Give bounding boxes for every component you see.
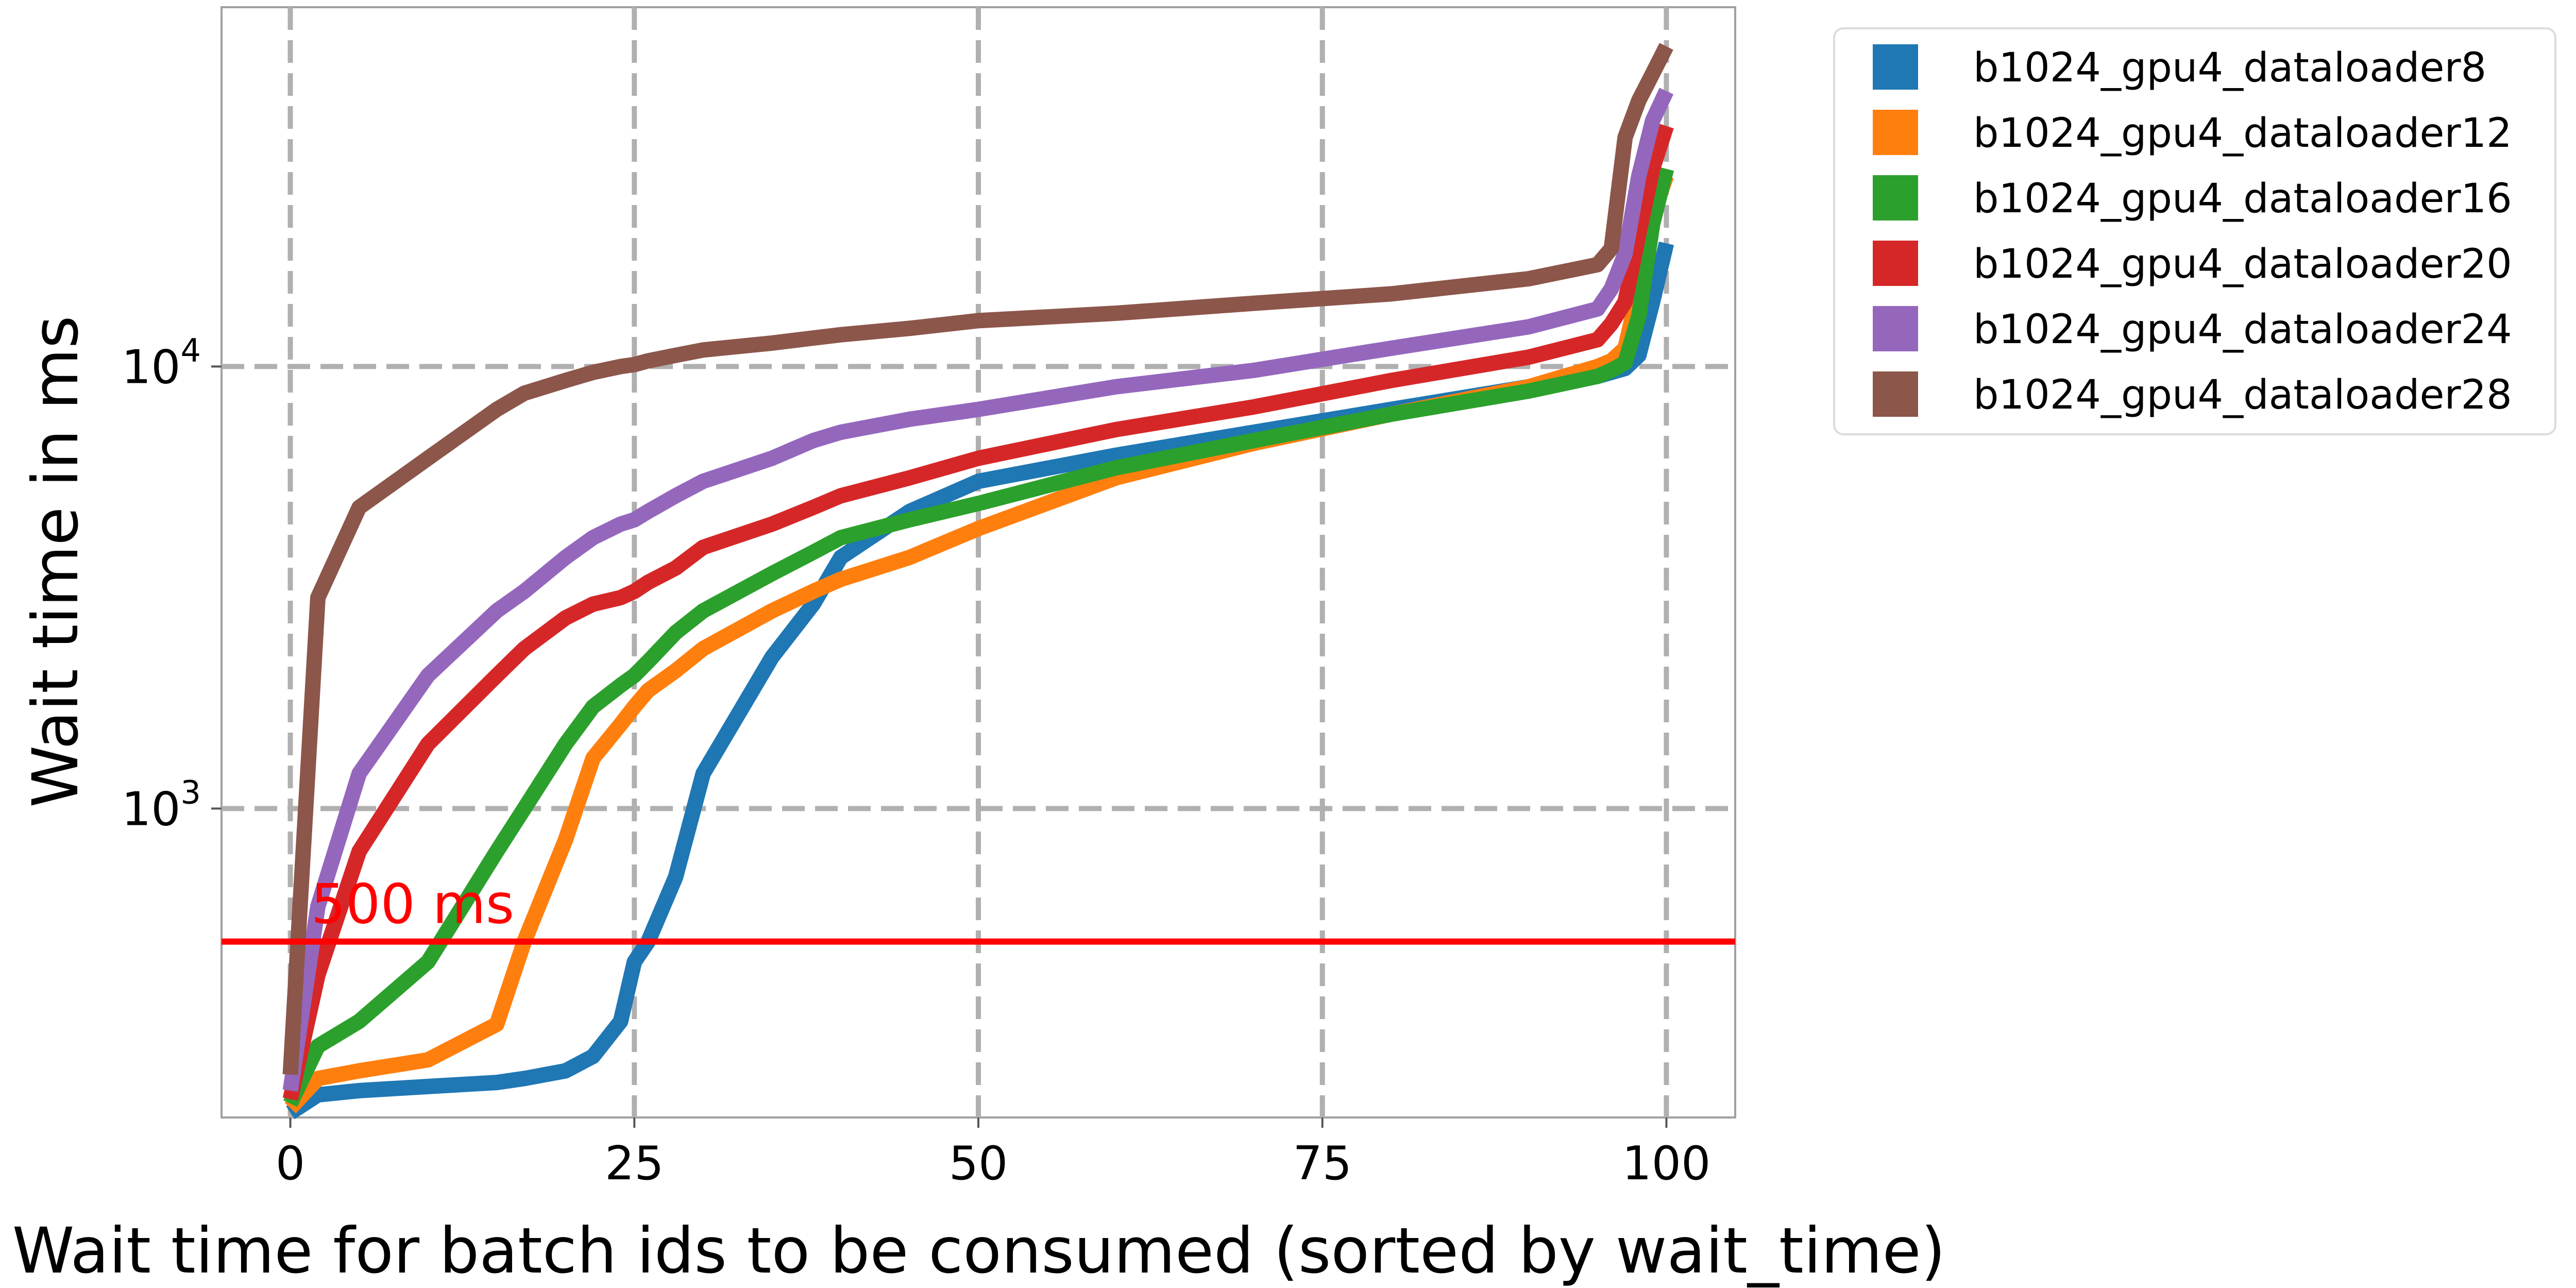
series-line-2 [284, 173, 1674, 1114]
annotation-group: 500 ms [222, 873, 1735, 945]
legend-swatch [1873, 371, 1918, 417]
legend-swatch [1873, 306, 1918, 351]
legend-swatch [1873, 241, 1918, 286]
legend-swatch [1873, 44, 1918, 90]
y-axis-label: Wait time in ms [19, 316, 92, 808]
y-tick-label: 104 [122, 331, 201, 394]
series-line-6 [282, 43, 1673, 1075]
legend-label: b1024_gpu4_dataloader8 [1973, 45, 2486, 91]
ticks: 0 25 50 75 100 103 104 [122, 331, 1710, 1191]
x-tick-label: 100 [1622, 1137, 1711, 1191]
legend-swatch [1873, 110, 1918, 155]
legend-label: b1024_gpu4_dataloader20 [1973, 241, 2512, 287]
x-tick-label: 0 [276, 1137, 305, 1191]
legend-label: b1024_gpu4_dataloader16 [1973, 176, 2512, 222]
threshold-label: 500 ms [311, 873, 515, 936]
legend-frame [1833, 27, 2556, 435]
legend-label: b1024_gpu4_dataloader24 [1973, 307, 2512, 353]
x-tick-label: 50 [949, 1137, 1008, 1191]
axis-labels: Wait time for batch ids to be consumed (… [12, 316, 1946, 1287]
series-line-3 [283, 167, 1674, 1107]
legend-swatch [1873, 175, 1918, 221]
x-axis-label: Wait time for batch ids to be consumed (… [12, 1214, 1946, 1287]
legend-label: b1024_gpu4_dataloader28 [1973, 372, 2512, 418]
series-line-4 [282, 124, 1674, 1101]
x-tick-label: 25 [605, 1137, 664, 1191]
x-tick-label: 75 [1293, 1137, 1352, 1191]
legend: b1024_gpu4_dataloader8 b1024_gpu4_dataloa… [1833, 27, 2556, 435]
series-group [282, 43, 1674, 1120]
series-line-5 [282, 88, 1674, 1092]
y-tick-label: 103 [122, 773, 201, 836]
legend-label: b1024_gpu4_dataloader12 [1973, 110, 2512, 157]
